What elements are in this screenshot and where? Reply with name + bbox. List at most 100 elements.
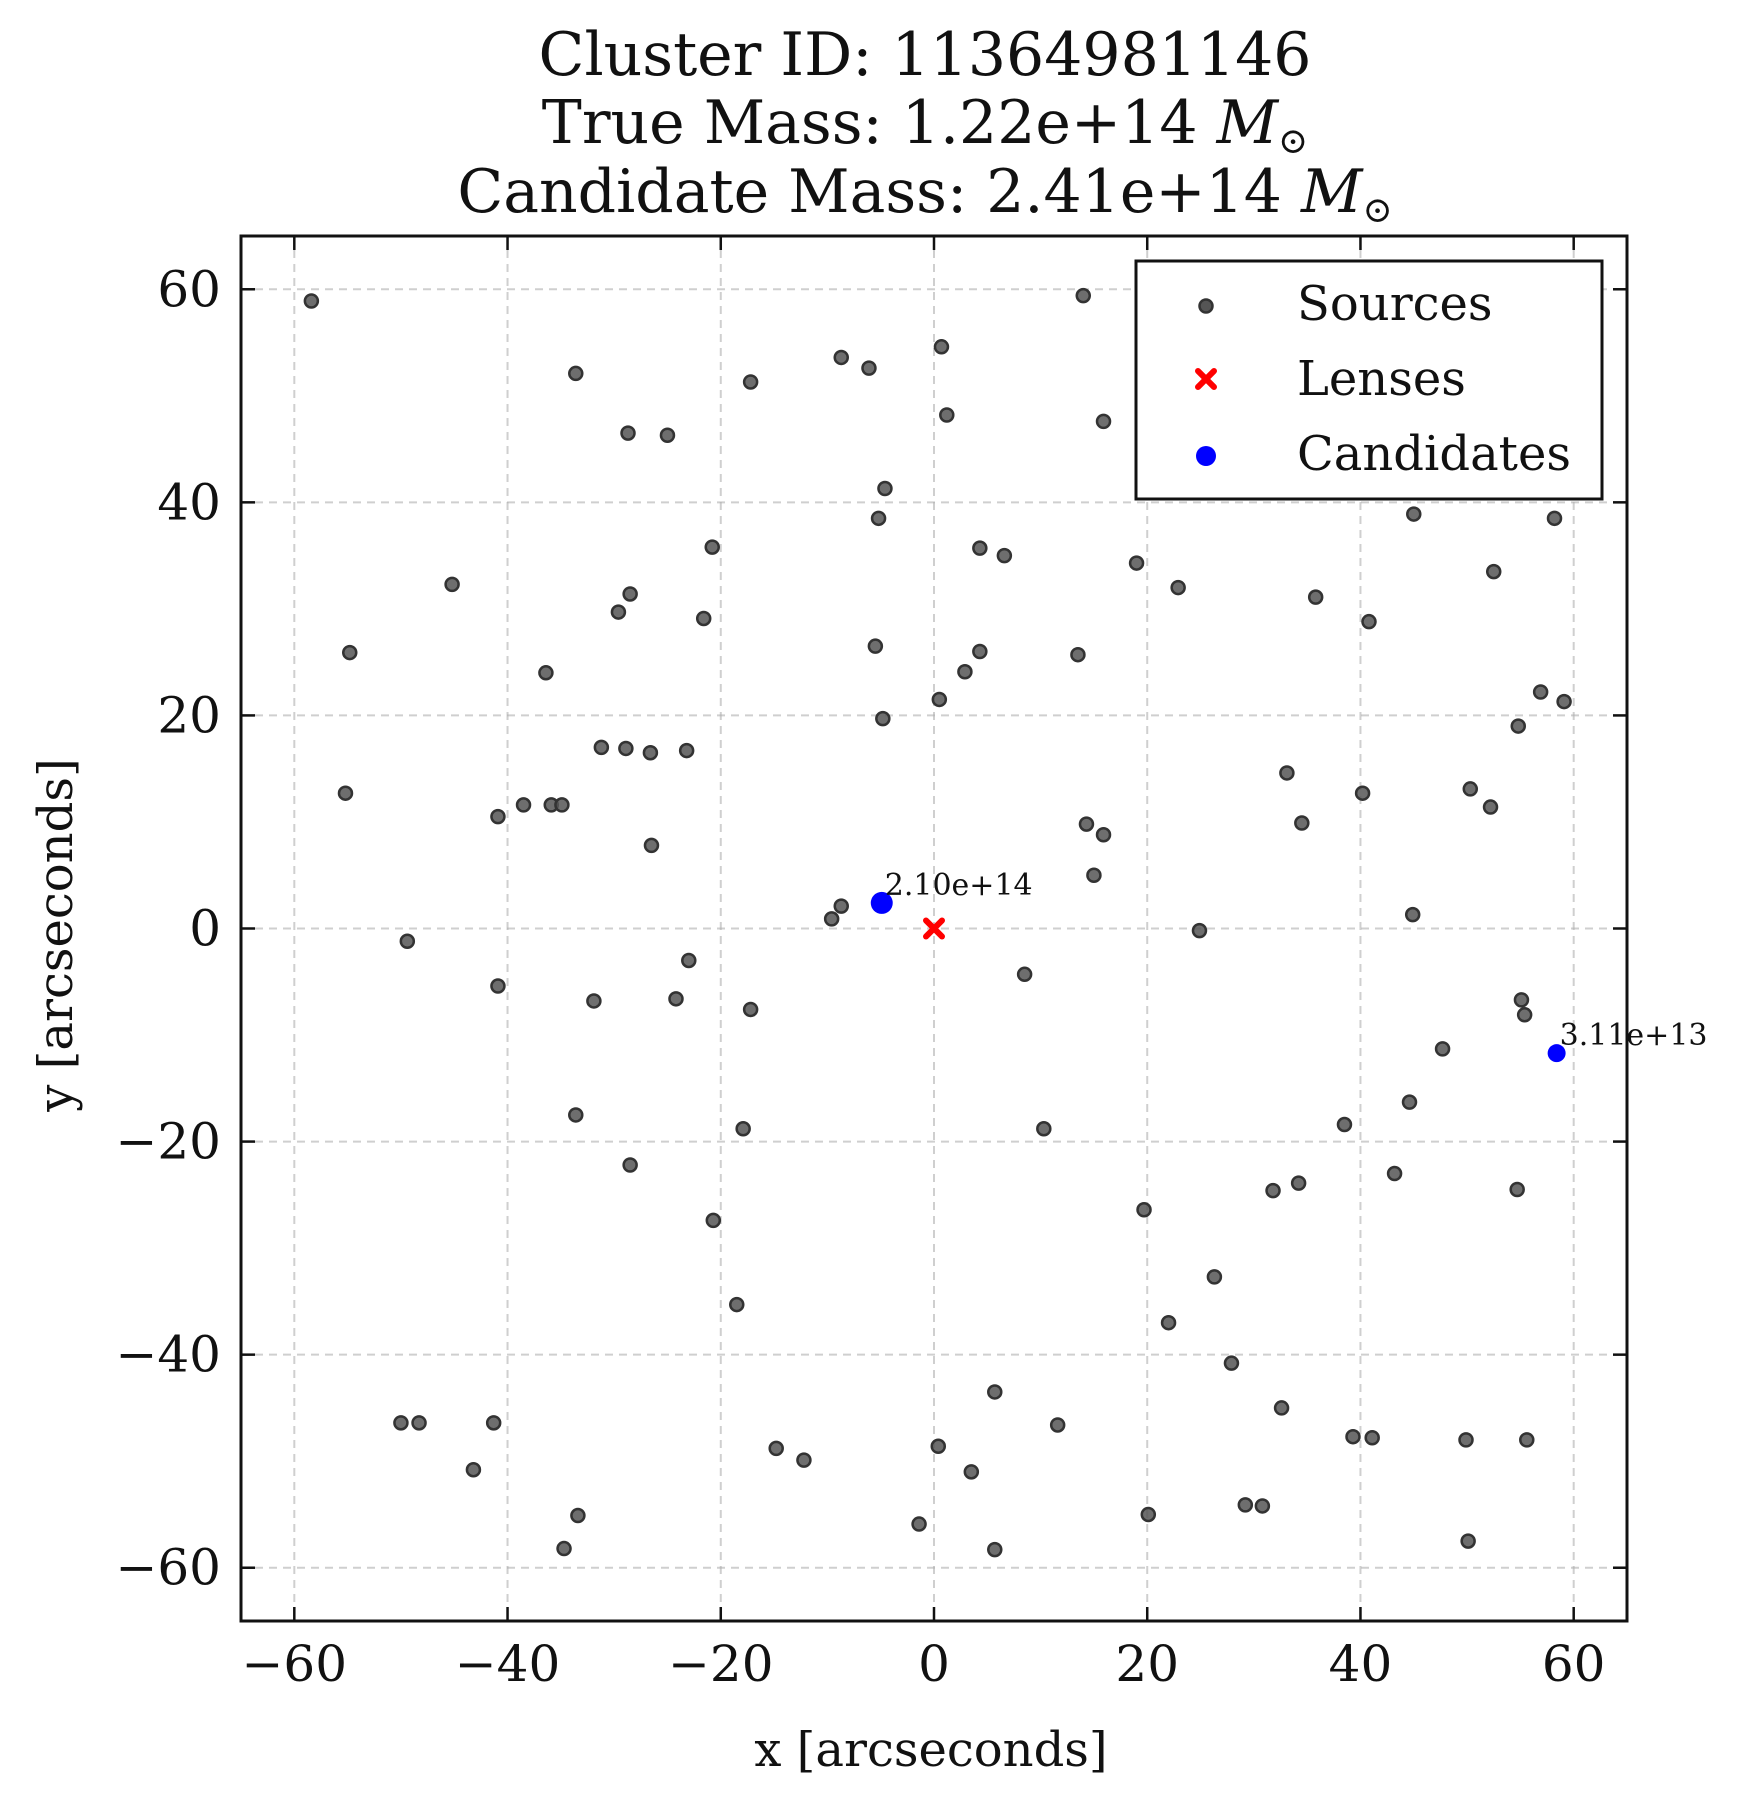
source-point — [1401, 1094, 1418, 1110]
source-point — [515, 797, 532, 813]
legend-label-candidates: Candidates — [1297, 426, 1571, 482]
source-point — [972, 643, 988, 660]
legend: Sources Lenses Candidates — [1134, 259, 1604, 501]
plot-points: 2.10e+14 3.11e+13 — [303, 287, 1708, 1558]
source-point — [1070, 646, 1086, 663]
title-line-2-mass-subscript: ⊙ — [1278, 121, 1308, 162]
source-point — [490, 978, 506, 994]
x-tick-label: 40 — [1329, 1635, 1393, 1693]
source-point — [931, 691, 948, 708]
source-point — [570, 1507, 586, 1524]
x-axis-label: x [arcseconds] — [754, 1722, 1107, 1778]
source-point — [341, 644, 358, 661]
y-tick-label: 20 — [157, 686, 221, 744]
source-point — [833, 898, 849, 914]
y-tick-label: 40 — [157, 473, 221, 531]
source-point — [1086, 867, 1102, 883]
lens-marker — [923, 917, 945, 940]
source-point — [1364, 1430, 1380, 1446]
source-point — [337, 785, 354, 801]
x-tick-label: 20 — [1115, 1635, 1179, 1693]
source-point — [393, 1415, 409, 1431]
chart-title: Cluster ID: 11364981146 True Mass: 1.22e… — [457, 20, 1392, 231]
source-point — [1016, 966, 1033, 983]
title-line-3: Candidate Mass: 2.41e+14 M⊙ — [457, 157, 1392, 231]
source-point — [729, 1296, 745, 1313]
source-point — [742, 1001, 759, 1018]
source-point — [1191, 922, 1208, 939]
tick-labels: −60 −40 −20 0 20 40 60 −60 −40 −20 0 20 40 60 — [115, 260, 1605, 1693]
source-point — [1237, 1497, 1254, 1513]
source-point — [1519, 1432, 1535, 1448]
source-point — [1434, 1041, 1451, 1057]
source-point — [1336, 1116, 1353, 1133]
source-point — [593, 739, 610, 756]
legend-marker-lenses — [1195, 368, 1217, 390]
candidate-point — [1547, 1044, 1566, 1063]
source-point — [485, 1415, 502, 1431]
source-point — [1460, 1533, 1476, 1549]
source-point — [1386, 1165, 1403, 1182]
source-point — [1265, 1182, 1281, 1199]
source-point — [1509, 1181, 1525, 1198]
source-point — [668, 991, 684, 1007]
source-point — [1128, 555, 1145, 571]
source-point — [987, 1384, 1003, 1400]
source-point — [957, 663, 973, 680]
source-point — [303, 293, 320, 309]
y-tick-label: −20 — [115, 1113, 221, 1171]
x-tick-label: 60 — [1542, 1635, 1606, 1693]
source-point — [642, 744, 659, 761]
source-point — [538, 665, 554, 681]
candidate-point — [870, 891, 893, 914]
source-point — [1345, 1428, 1361, 1445]
source-point — [939, 407, 955, 423]
source-point — [1170, 579, 1186, 596]
source-point — [1462, 781, 1479, 797]
source-point — [568, 1107, 584, 1123]
source-point — [933, 339, 950, 355]
source-point — [1273, 1400, 1290, 1416]
title-line-2-mass-symbol: M — [1216, 88, 1280, 158]
source-point — [1279, 765, 1295, 781]
title-line-2: True Mass: 1.22e+14 M⊙ — [542, 88, 1308, 162]
y-tick-label: −40 — [115, 1326, 221, 1384]
source-point — [833, 349, 849, 366]
y-tick-label: −60 — [115, 1539, 221, 1597]
source-point — [1485, 563, 1502, 580]
source-point — [659, 427, 676, 443]
source-point — [875, 710, 891, 727]
source-point — [1404, 906, 1421, 923]
source-point — [1206, 1269, 1223, 1285]
source-point — [1078, 816, 1095, 832]
source-point — [568, 365, 584, 382]
source-point — [1075, 287, 1092, 304]
source-point — [1095, 826, 1112, 843]
title-line-2-text: True Mass: 1.22e+14 — [542, 88, 1217, 158]
source-point — [678, 742, 695, 759]
source-point — [610, 604, 627, 620]
source-point — [1294, 815, 1310, 831]
title-line-1: Cluster ID: 11364981146 — [539, 20, 1312, 90]
source-point — [1095, 413, 1112, 430]
candidate-mass-label: 2.10e+14 — [885, 868, 1033, 903]
source-point — [1458, 1432, 1474, 1448]
source-point — [1136, 1202, 1152, 1218]
title-line-3-mass-subscript: ⊙ — [1362, 190, 1392, 231]
source-point — [1510, 718, 1527, 734]
source-point — [996, 547, 1013, 564]
source-point — [796, 1452, 812, 1468]
source-point — [1513, 992, 1530, 1008]
source-point — [556, 1540, 572, 1557]
legend-label-lenses: Lenses — [1297, 351, 1466, 407]
source-point — [963, 1464, 980, 1480]
candidate-mass-label: 3.11e+13 — [1560, 1018, 1708, 1053]
source-point — [444, 576, 460, 593]
plot-frame — [239, 234, 1629, 1623]
source-point — [1307, 589, 1324, 605]
legend-marker-sources — [1198, 298, 1214, 314]
source-point — [1556, 693, 1572, 710]
source-point — [1516, 1007, 1533, 1023]
source-point — [586, 993, 602, 1009]
